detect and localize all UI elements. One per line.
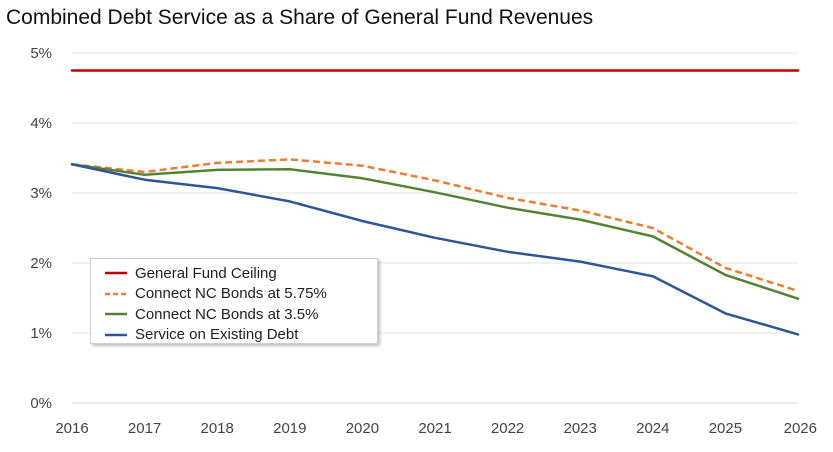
x-tick-label: 2020: [346, 420, 379, 437]
x-tick-label: 2018: [201, 420, 234, 437]
y-tick-label: 0%: [30, 395, 52, 412]
y-tick-label: 2%: [30, 255, 52, 272]
x-tick-label: 2021: [418, 420, 451, 437]
legend-item: General Fund Ceiling: [105, 263, 377, 284]
y-tick-label: 3%: [30, 185, 52, 202]
x-tick-label: 2023: [564, 420, 597, 437]
chart-legend: General Fund Ceiling Connect NC Bonds at …: [90, 258, 378, 344]
x-tick-label: 2017: [128, 420, 161, 437]
y-tick-label: 4%: [30, 115, 52, 132]
x-tick-label: 2022: [491, 420, 524, 437]
series-line-3: [70, 163, 800, 300]
series-line-4: [70, 163, 800, 336]
x-tick-label: 2024: [636, 420, 669, 437]
legend-label: Connect NC Bonds at 3.5%: [135, 305, 319, 323]
legend-item: Connect NC Bonds at 5.75%: [105, 284, 377, 305]
legend-label: Connect NC Bonds at 5.75%: [135, 285, 327, 303]
legend-swatch: [105, 272, 127, 275]
legend-swatch: [105, 313, 127, 316]
legend-item: Service on Existing Debt: [105, 325, 377, 346]
x-tick-label: 2019: [273, 420, 306, 437]
x-tick-label: 2016: [55, 420, 88, 437]
legend-swatch: [105, 292, 127, 295]
y-tick-label: 5%: [30, 45, 52, 62]
legend-swatch: [105, 333, 127, 336]
y-tick-label: 1%: [30, 325, 52, 342]
x-tick-label: 2026: [784, 420, 817, 437]
legend-label: Service on Existing Debt: [135, 326, 299, 344]
series-line-2: [71, 158, 799, 293]
legend-label: General Fund Ceiling: [135, 264, 277, 282]
x-tick-label: 2025: [709, 420, 742, 437]
chart-title: Combined Debt Service as a Share of Gene…: [6, 6, 594, 29]
legend-item: Connect NC Bonds at 3.5%: [105, 304, 377, 325]
